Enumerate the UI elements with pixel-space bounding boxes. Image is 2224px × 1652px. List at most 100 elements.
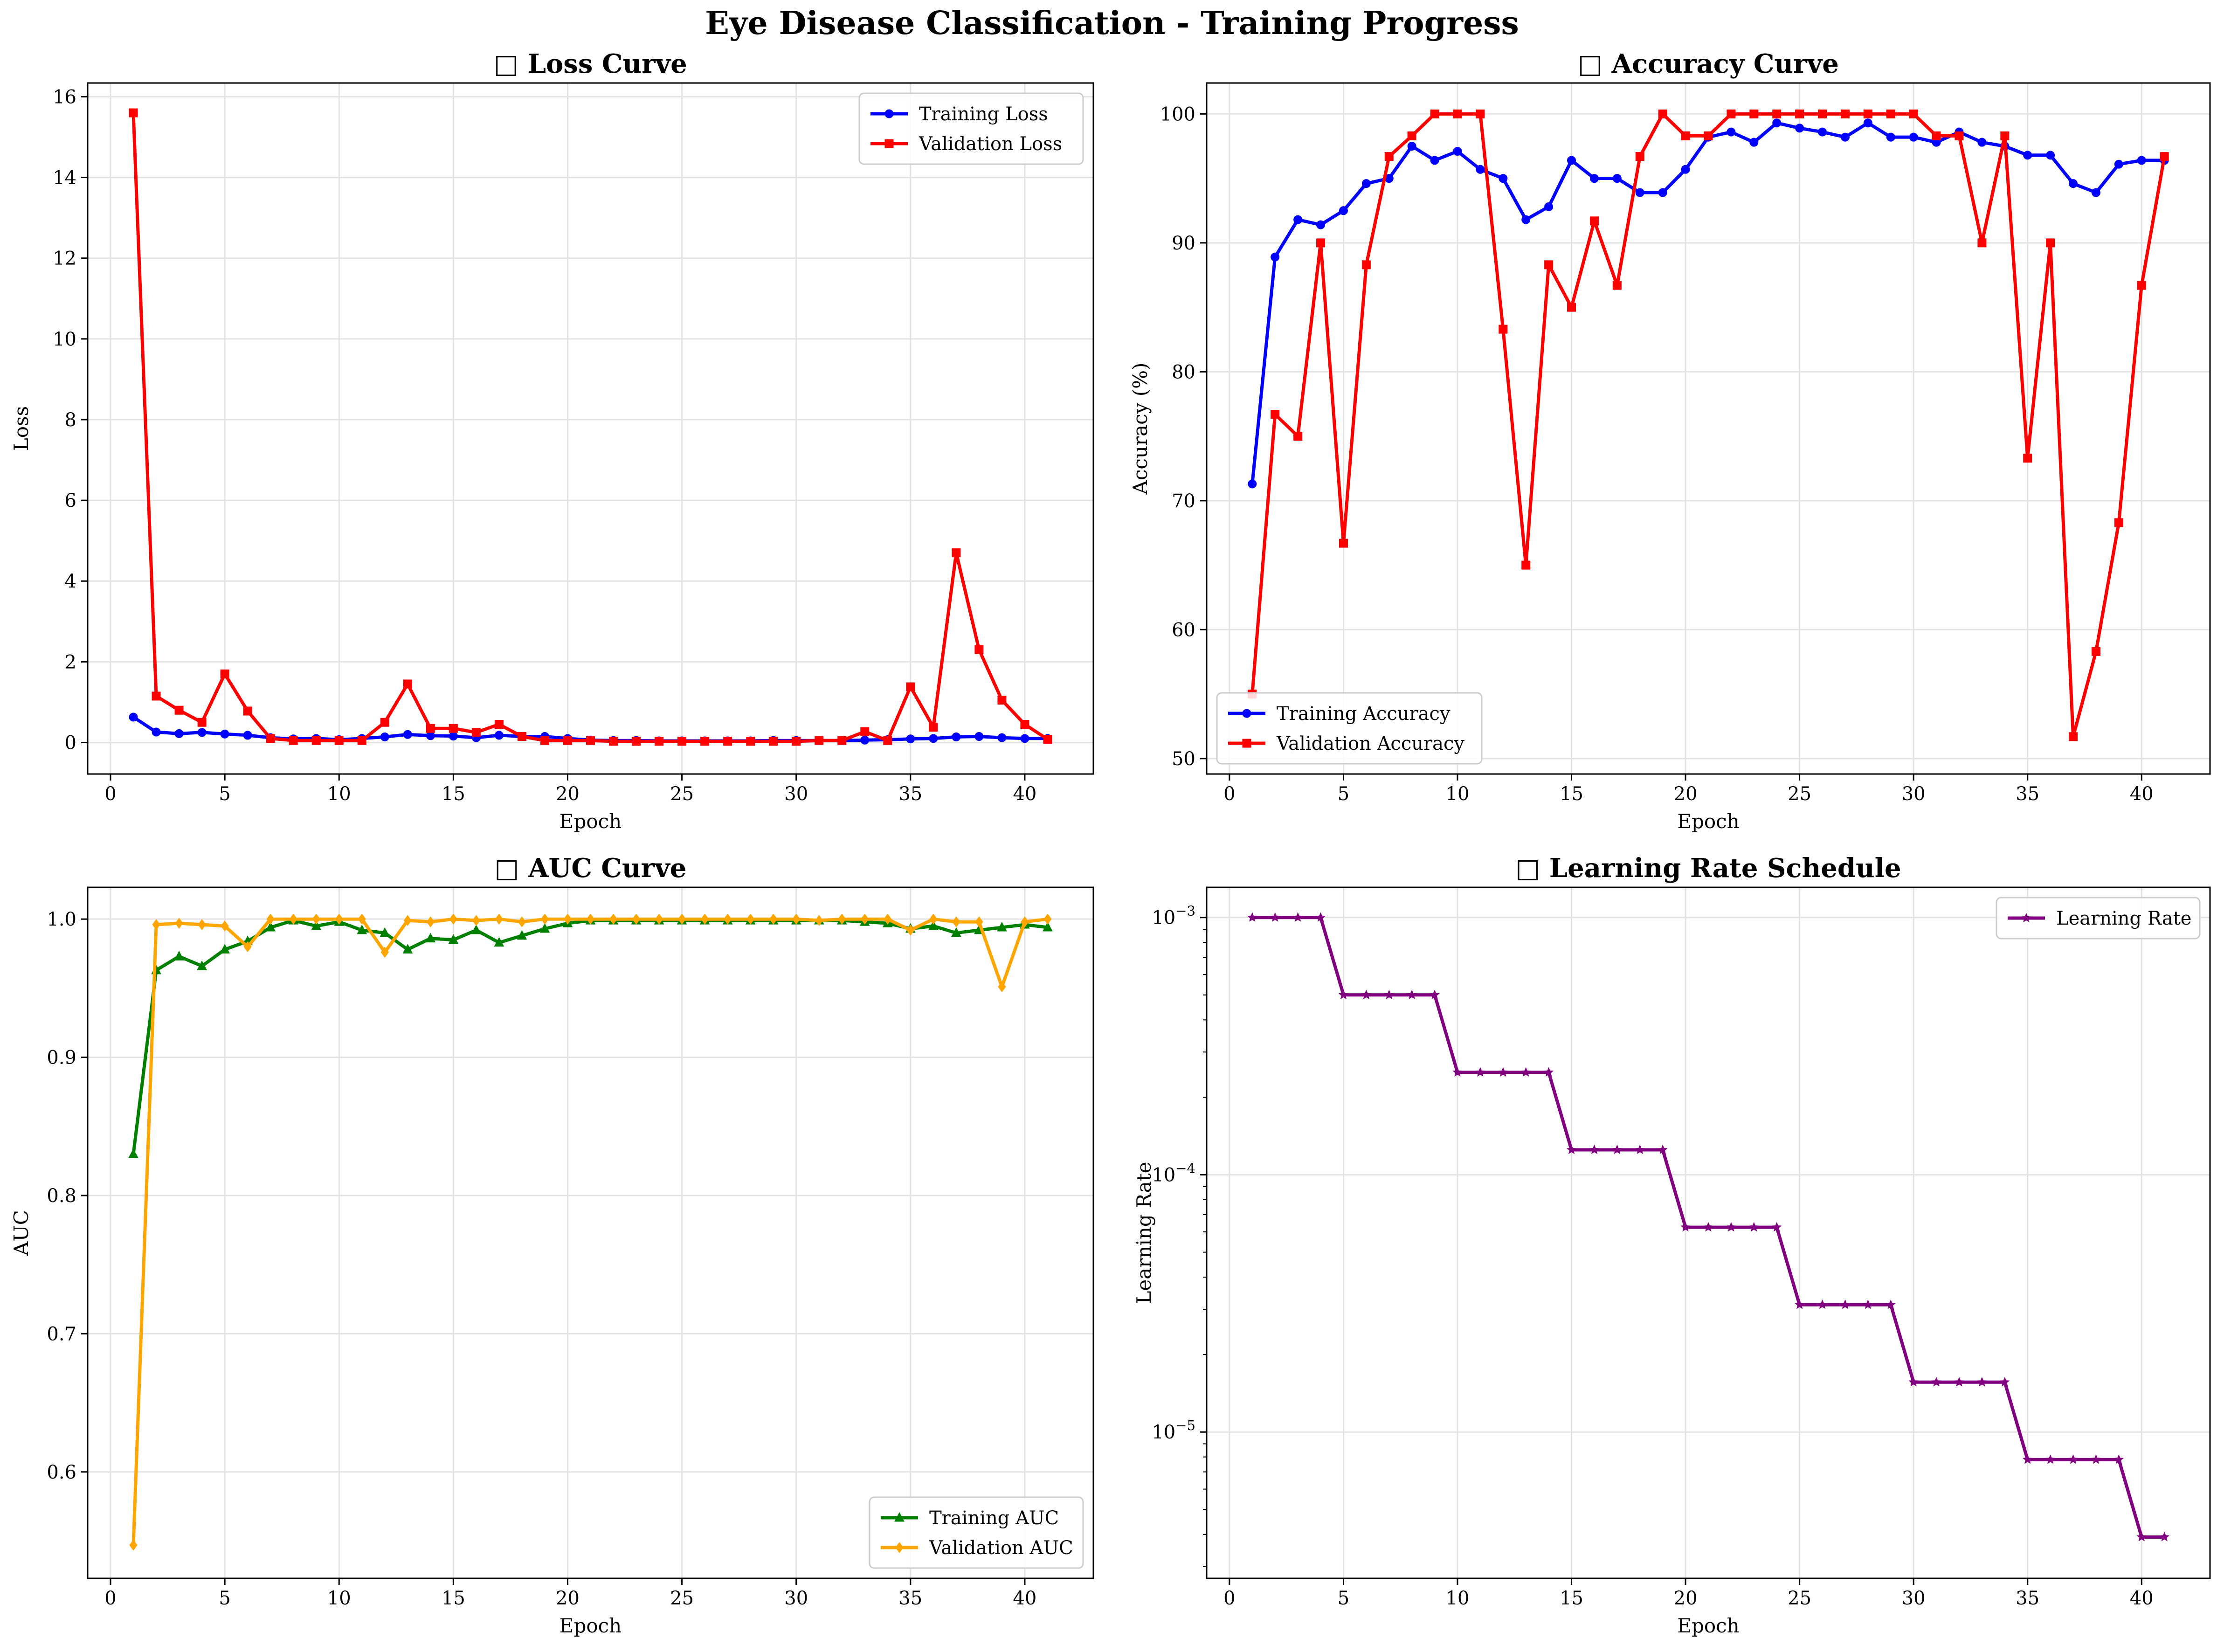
y-tick-label: 8 — [65, 409, 76, 431]
data-point — [1817, 1299, 1828, 1309]
data-point — [1635, 152, 1644, 161]
data-point — [1361, 989, 1372, 999]
x-axis-label: Epoch — [1677, 1614, 1739, 1637]
legend-marker — [1242, 709, 1251, 718]
data-point — [243, 941, 252, 953]
plot-frame — [87, 82, 1094, 775]
data-point — [1566, 1144, 1577, 1154]
data-point — [1544, 202, 1554, 211]
data-point — [792, 737, 801, 746]
data-point — [472, 915, 481, 926]
data-point — [1589, 174, 1599, 183]
data-point — [1886, 132, 1895, 142]
chart-panel-1: 0 5 10 15 20 25 30 35 40 0 2 4 6 8 10 12 14 16 □ Loss Curv… — [10, 48, 1094, 833]
legend-label: Validation AUC — [929, 1537, 1073, 1559]
plot-frame — [1206, 82, 2211, 775]
data-point — [402, 944, 413, 954]
data-point — [518, 916, 526, 927]
data-point — [449, 913, 457, 925]
y-tick-label: 10−3 — [1152, 903, 1195, 929]
x-tick-label: 20 — [556, 783, 580, 805]
data-point — [1043, 921, 1053, 932]
data-point — [677, 913, 686, 925]
data-point — [1977, 138, 1987, 147]
y-tick-label: 12 — [53, 248, 76, 270]
data-point — [220, 669, 229, 678]
y-axis-label: Learning Rate — [1133, 1162, 1155, 1304]
data-point — [1908, 1376, 1919, 1387]
data-point — [1407, 989, 1417, 999]
data-point — [1407, 131, 1416, 140]
data-point — [1430, 156, 1439, 165]
data-point — [380, 732, 389, 741]
data-point — [197, 728, 207, 737]
data-point — [243, 731, 252, 740]
data-point — [335, 913, 343, 925]
legend-label: Training Accuracy — [1277, 703, 1450, 725]
data-point — [1612, 281, 1622, 290]
data-point — [1680, 1222, 1691, 1232]
legend-box — [858, 92, 1084, 165]
data-point — [1932, 131, 1941, 140]
data-point — [128, 1148, 138, 1158]
x-tick-label: 20 — [556, 1588, 580, 1609]
data-point — [2000, 1376, 2010, 1387]
data-point — [1954, 1376, 1964, 1387]
data-point — [975, 916, 983, 927]
data-point — [1749, 138, 1759, 147]
data-point — [884, 913, 892, 925]
data-point — [1292, 912, 1303, 922]
data-point — [906, 682, 915, 691]
data-point — [425, 933, 436, 943]
y-tick-label: 2 — [65, 651, 76, 673]
series-learning-rate — [1247, 912, 2169, 1541]
data-point — [1749, 109, 1759, 118]
data-point — [1043, 913, 1052, 925]
x-tick-label: 0 — [104, 783, 116, 805]
legend: Learning Rate — [1996, 897, 2201, 940]
legend-label: Learning Rate — [2056, 908, 2191, 929]
data-point — [723, 737, 732, 746]
data-point — [174, 729, 184, 738]
y-tick-label: 0.9 — [47, 1047, 76, 1069]
data-point — [1384, 989, 1395, 999]
data-point — [1020, 720, 1029, 729]
data-point — [677, 737, 687, 746]
data-point — [266, 734, 275, 743]
data-point — [1635, 1144, 1645, 1154]
x-tick-label: 25 — [1788, 1588, 1811, 1609]
data-point — [1021, 916, 1029, 927]
data-point — [2114, 159, 2123, 169]
y-axis-label: AUC — [10, 1210, 33, 1256]
x-tick-label: 10 — [1446, 783, 1470, 805]
x-tick-label: 35 — [898, 783, 922, 805]
data-point — [403, 679, 412, 689]
x-tick-label: 30 — [1902, 1588, 1926, 1609]
data-point — [2045, 1454, 2056, 1464]
y-tick-label: 14 — [53, 167, 76, 189]
data-point — [1726, 1222, 1736, 1232]
legend: Training Accuracy Validation Accuracy — [1216, 692, 1483, 765]
series-validation-loss — [129, 108, 1052, 746]
y-tick-label: 6 — [65, 490, 76, 511]
x-tick-label: 0 — [1223, 783, 1235, 805]
data-point — [1771, 1222, 1782, 1232]
data-point — [1818, 127, 1827, 137]
data-point — [929, 913, 938, 925]
data-point — [1521, 215, 1531, 224]
data-point — [174, 951, 184, 961]
data-point — [517, 930, 527, 940]
data-point — [198, 919, 206, 930]
data-point — [197, 718, 207, 727]
data-point — [997, 733, 1007, 742]
x-axis-label: Epoch — [559, 810, 622, 833]
data-point — [1476, 109, 1485, 118]
legend-label: Training Loss — [919, 104, 1048, 125]
data-point — [1863, 109, 1872, 118]
data-point — [655, 913, 663, 925]
data-point — [861, 913, 869, 925]
x-tick-label: 5 — [219, 783, 230, 805]
data-point — [495, 913, 504, 925]
data-point — [815, 736, 824, 745]
legend-marker — [884, 109, 894, 118]
